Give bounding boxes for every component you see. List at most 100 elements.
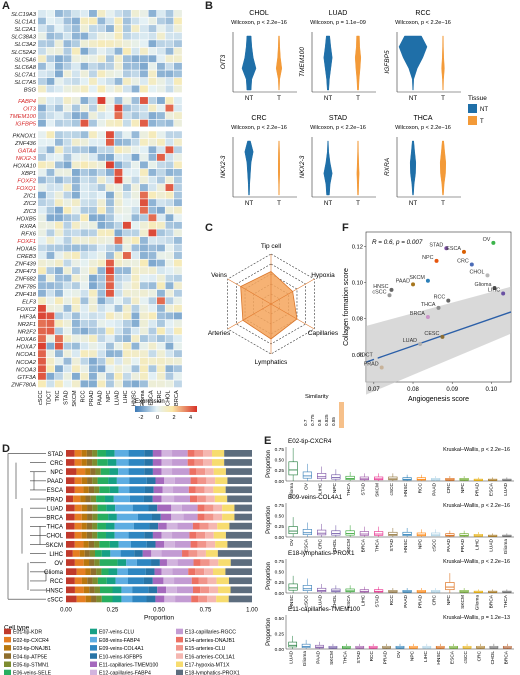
box-y-tick-label: 0.25	[275, 468, 285, 474]
heatmap-cell	[157, 55, 165, 63]
bar-segment	[212, 450, 225, 457]
heatmap-cell	[140, 40, 148, 48]
heatmap-cell	[174, 236, 182, 244]
heatmap-cell	[114, 62, 123, 70]
scatter-point-npc	[434, 258, 439, 263]
radar-legend-bar	[339, 402, 344, 428]
box-x-tick-label: ESCA	[450, 650, 456, 664]
bar-segment	[152, 577, 164, 585]
heatmap-cell	[174, 259, 182, 267]
box-body	[388, 476, 398, 481]
scatter-point-brca	[425, 314, 430, 319]
heatmap-cell	[46, 119, 55, 127]
heatmap-cell	[97, 55, 106, 63]
heatmap-cell	[46, 40, 55, 48]
radar-legend-tick: 0.775	[310, 414, 315, 426]
heatmap-cell	[114, 146, 123, 154]
scatter-panel-f: OVSTADESCANPCCRCCHOLSKCMPAADHNSCcSCCGlio…	[343, 231, 512, 403]
scatter-point-stad	[444, 246, 449, 251]
bar-segment	[173, 486, 189, 494]
heatmap-cell	[106, 184, 114, 191]
heatmap-cell	[157, 274, 165, 282]
bar-segment	[225, 531, 252, 539]
heatmap-cell	[97, 10, 106, 17]
heatmap-cell	[157, 282, 165, 290]
heatmap-cell	[174, 365, 182, 373]
scatter-point-prad	[379, 365, 384, 370]
bar-segment	[204, 486, 214, 494]
bar-segment	[171, 504, 182, 512]
heatmap-cell	[72, 55, 80, 63]
bar-segment	[83, 486, 89, 494]
heatmap-cell	[131, 104, 140, 112]
heatmap-cell	[38, 10, 46, 17]
heatmap-cell	[46, 199, 55, 207]
bar-segment	[154, 568, 162, 575]
bar-segment	[66, 504, 75, 512]
radar-legend-tick: 0.825	[324, 414, 329, 426]
heatmap-cell	[72, 191, 80, 199]
heatmap-cell	[63, 335, 72, 342]
heatmap-cell	[106, 32, 114, 40]
heatmap-cell	[97, 176, 106, 184]
heatmap-cell	[114, 161, 123, 169]
heatmap-cell	[63, 176, 72, 184]
bar-legend-swatch	[176, 669, 183, 675]
box-x-tick-label: CHOL	[490, 651, 496, 665]
heatmap-cell	[63, 25, 72, 32]
heatmap-cell	[55, 138, 63, 146]
heatmap-cell	[89, 244, 97, 252]
heatmap-cell	[72, 350, 80, 358]
heatmap-cell	[46, 229, 55, 237]
box-y-axis-title: Proportion	[266, 618, 272, 646]
heatmap-cell	[72, 289, 80, 297]
heatmap-cell	[140, 335, 148, 342]
bar-segment	[137, 513, 152, 521]
heatmap-cell	[106, 289, 114, 297]
heatmap-cell	[46, 161, 55, 169]
heatmap-cell	[38, 32, 46, 40]
heatmap-cell	[55, 17, 63, 25]
heatmap-cell	[38, 327, 46, 335]
heatmap-cell	[63, 350, 72, 358]
heatmap-cell	[80, 350, 89, 358]
heatmap-cell	[106, 17, 114, 25]
heatmap-cell	[174, 342, 182, 350]
bar-segment	[97, 531, 106, 539]
heatmap-cell	[46, 131, 55, 139]
heatmap-cell	[114, 289, 123, 297]
bar-segment	[151, 559, 160, 566]
bar-segment	[200, 559, 210, 566]
heatmap-cell	[63, 97, 72, 104]
heatmap-gene-label: FOXF2	[17, 179, 36, 185]
heatmap-cell	[89, 176, 97, 184]
heatmap-cell	[106, 97, 114, 104]
bar-segment	[97, 459, 108, 466]
heatmap-cell	[140, 47, 148, 55]
heatmap-cell	[174, 97, 182, 104]
box-subplot-stat: Kruskal–Wallis, p = 1.2e−13	[443, 615, 510, 621]
heatmap-cell	[72, 17, 80, 25]
heatmap-cell	[148, 55, 157, 63]
bar-segment	[73, 495, 81, 503]
box-x-tick-label: PAAD	[403, 594, 409, 607]
heatmap-cell	[72, 304, 80, 312]
bar-segment	[132, 595, 147, 603]
radar-panel-c: Tip cellHypoxiaCapillariesLymphaticsArte…	[208, 243, 344, 428]
heatmap-cell	[38, 312, 46, 320]
heatmap-cell	[80, 282, 89, 290]
heatmap-cell	[148, 274, 157, 282]
heatmap-cell	[55, 274, 63, 282]
heatmap-cell	[157, 320, 165, 327]
violin-x-tick: T	[277, 200, 281, 207]
heatmap-cell	[131, 169, 140, 176]
bar-segment	[175, 595, 192, 603]
bar-segment	[66, 541, 75, 548]
heatmap-cell	[174, 312, 182, 320]
box-y-axis-title: Proportion	[266, 506, 272, 534]
heatmap-cell	[174, 161, 182, 169]
heatmap-cell	[123, 372, 131, 380]
bar-segment	[66, 513, 75, 521]
bar-segment	[114, 450, 129, 457]
bar-segment	[81, 477, 88, 484]
